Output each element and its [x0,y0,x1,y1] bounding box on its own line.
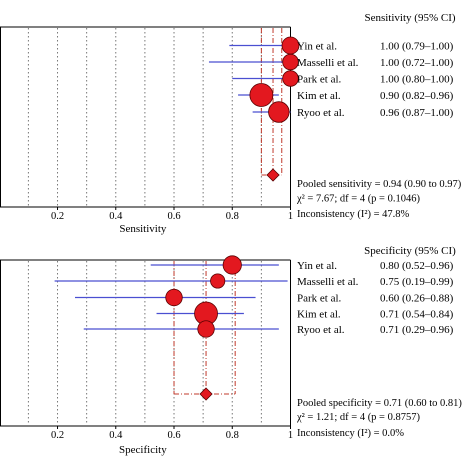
x-tick-label: 1 [288,211,293,222]
study-label: Ryoo et al. [297,107,345,119]
study-label: Kim et al. [297,90,341,102]
study-point [268,101,290,123]
chi-square-text: χ² = 1.21; df = 4 (p = 0.8757) [296,412,420,423]
study-label: Kim et al. [297,309,341,321]
study-point [210,273,226,289]
chi-square-text: χ² = 7.67; df = 4 (p = 0.1046) [296,194,420,205]
forest-panel-specificity: 0.2 0.4 0.6 0.8 1 Specificity Specificity (95%… [0,245,462,456]
study-ci-text: 0.60 (0.26–0.88) [380,293,454,305]
ci-column-header: Sensitivity (95% CI) [364,12,455,24]
inconsistency-text: Inconsistency (I²) = 0.0% [297,428,404,439]
study-ci-text: 0.75 (0.19–0.99) [380,276,454,288]
x-tick-label: 0.6 [167,430,180,441]
x-tick-label: 0.8 [226,211,239,222]
study-label: Park et al. [297,293,342,305]
study-label: Masselli et al. [297,57,359,69]
x-tick-label: 0.2 [51,211,64,222]
forest-panel-sensitivity: 0.2 0.4 0.6 0.8 1 Sensitivity Sensitivity (95%… [0,12,462,235]
x-axis-label: Sensitivity [119,223,167,235]
study-label: Ryoo et al. [297,324,345,336]
study-point [249,83,274,107]
study-ci-text: 0.80 (0.52–0.96) [380,260,454,272]
pooled-estimate-text: Pooled sensitivity = 0.94 (0.90 to 0.97) [297,179,462,190]
study-point [282,53,299,71]
study-ci-text: 0.71 (0.29–0.96) [380,324,454,336]
x-tick-label: 0.4 [109,211,123,222]
x-tick-label: 1 [288,430,293,441]
study-ci-text: 0.71 (0.54–0.84) [380,309,454,321]
study-ci-text: 1.00 (0.79–1.00) [380,41,454,53]
study-ci-text: 1.00 (0.80–1.00) [380,74,454,86]
x-tick-label: 0.2 [51,430,64,441]
ci-column-header: Specificity (95% CI) [364,245,456,257]
x-tick-label: 0.4 [109,430,123,441]
pooled-diamond [199,387,213,401]
study-label: Yin et al. [297,41,337,53]
study-label: Park et al. [297,74,342,86]
study-ci-text: 1.00 (0.72–1.00) [380,57,454,69]
pooled-diamond [266,168,280,182]
x-axis-label: Specificity [119,444,167,456]
study-point [165,288,183,307]
study-point [222,255,242,275]
x-tick-label: 0.8 [226,430,239,441]
study-ci-text: 0.90 (0.82–0.96) [380,90,454,102]
study-label: Masselli et al. [297,276,359,288]
study-ci-text: 0.96 (0.87–1.00) [380,107,454,119]
study-point [282,70,299,87]
inconsistency-text: Inconsistency (I²) = 47.8% [297,209,410,220]
study-point [197,320,215,338]
pooled-estimate-text: Pooled specificity = 0.71 (0.60 to 0.81) [297,398,462,409]
study-label: Yin et al. [297,260,337,272]
x-tick-label: 0.6 [167,211,180,222]
